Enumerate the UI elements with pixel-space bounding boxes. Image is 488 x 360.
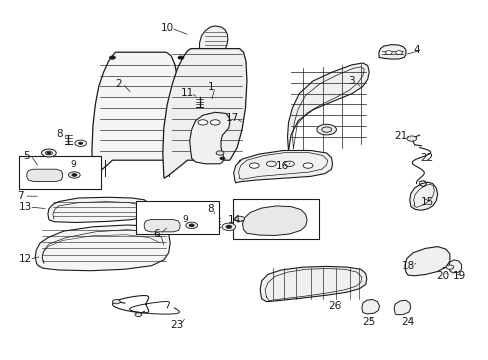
Text: 24: 24 [401,317,414,327]
Ellipse shape [226,226,230,228]
Ellipse shape [198,120,207,125]
Text: 21: 21 [393,131,407,141]
Text: 23: 23 [170,320,183,330]
Text: 18: 18 [401,261,414,271]
Polygon shape [27,169,62,181]
Text: 20: 20 [435,271,448,282]
Polygon shape [448,260,461,273]
Ellipse shape [216,151,224,155]
Ellipse shape [210,120,220,125]
Ellipse shape [445,265,453,269]
Text: 9: 9 [70,160,76,169]
Ellipse shape [220,157,224,160]
Polygon shape [48,197,150,222]
Text: 9: 9 [182,215,187,224]
Ellipse shape [45,151,52,155]
Text: 16: 16 [275,161,289,171]
FancyBboxPatch shape [232,199,318,239]
Text: 13: 13 [19,202,32,212]
Polygon shape [260,266,366,302]
Ellipse shape [41,149,56,157]
Ellipse shape [72,174,77,176]
Ellipse shape [284,161,294,166]
Ellipse shape [112,300,120,304]
Text: 19: 19 [452,271,466,282]
Ellipse shape [249,163,259,168]
Polygon shape [393,300,410,315]
Polygon shape [189,112,229,164]
Polygon shape [361,300,379,314]
FancyBboxPatch shape [136,201,218,234]
FancyBboxPatch shape [19,156,101,189]
Text: 6: 6 [153,229,160,239]
Text: 4: 4 [412,45,419,55]
Ellipse shape [395,51,402,54]
Ellipse shape [321,127,331,132]
Text: 14: 14 [227,215,241,225]
Polygon shape [238,160,246,176]
Ellipse shape [109,56,115,59]
Ellipse shape [385,51,391,54]
Text: 5: 5 [23,150,30,161]
Polygon shape [163,49,246,178]
Ellipse shape [237,218,241,220]
Text: 2: 2 [115,78,122,89]
Ellipse shape [68,172,80,178]
Ellipse shape [47,152,51,154]
Text: 11: 11 [180,88,194,98]
Text: 3: 3 [347,76,354,86]
Ellipse shape [316,124,336,135]
Ellipse shape [234,216,244,221]
Text: 7: 7 [17,191,24,201]
Ellipse shape [178,56,183,59]
Polygon shape [242,206,306,235]
Text: 8: 8 [206,204,213,214]
Ellipse shape [189,224,194,227]
Polygon shape [92,52,177,176]
Text: 1: 1 [207,82,214,92]
Text: 26: 26 [327,301,341,311]
Ellipse shape [222,223,235,230]
Ellipse shape [406,136,416,141]
Text: 17: 17 [225,113,239,123]
Text: 8: 8 [56,129,63,139]
Polygon shape [144,220,180,232]
Polygon shape [199,26,227,54]
Polygon shape [404,247,449,276]
Polygon shape [287,63,368,151]
Polygon shape [378,45,405,59]
Text: 25: 25 [362,317,375,327]
Ellipse shape [75,140,86,147]
Text: 15: 15 [420,197,434,207]
Ellipse shape [135,313,142,316]
Ellipse shape [79,142,82,144]
Polygon shape [233,150,332,183]
Ellipse shape [266,161,276,166]
Ellipse shape [303,163,312,168]
Ellipse shape [225,225,231,228]
Ellipse shape [185,222,197,229]
Text: 12: 12 [19,254,32,264]
Text: 10: 10 [161,23,173,33]
Polygon shape [35,225,170,271]
Text: 22: 22 [419,153,432,163]
Polygon shape [409,182,437,210]
